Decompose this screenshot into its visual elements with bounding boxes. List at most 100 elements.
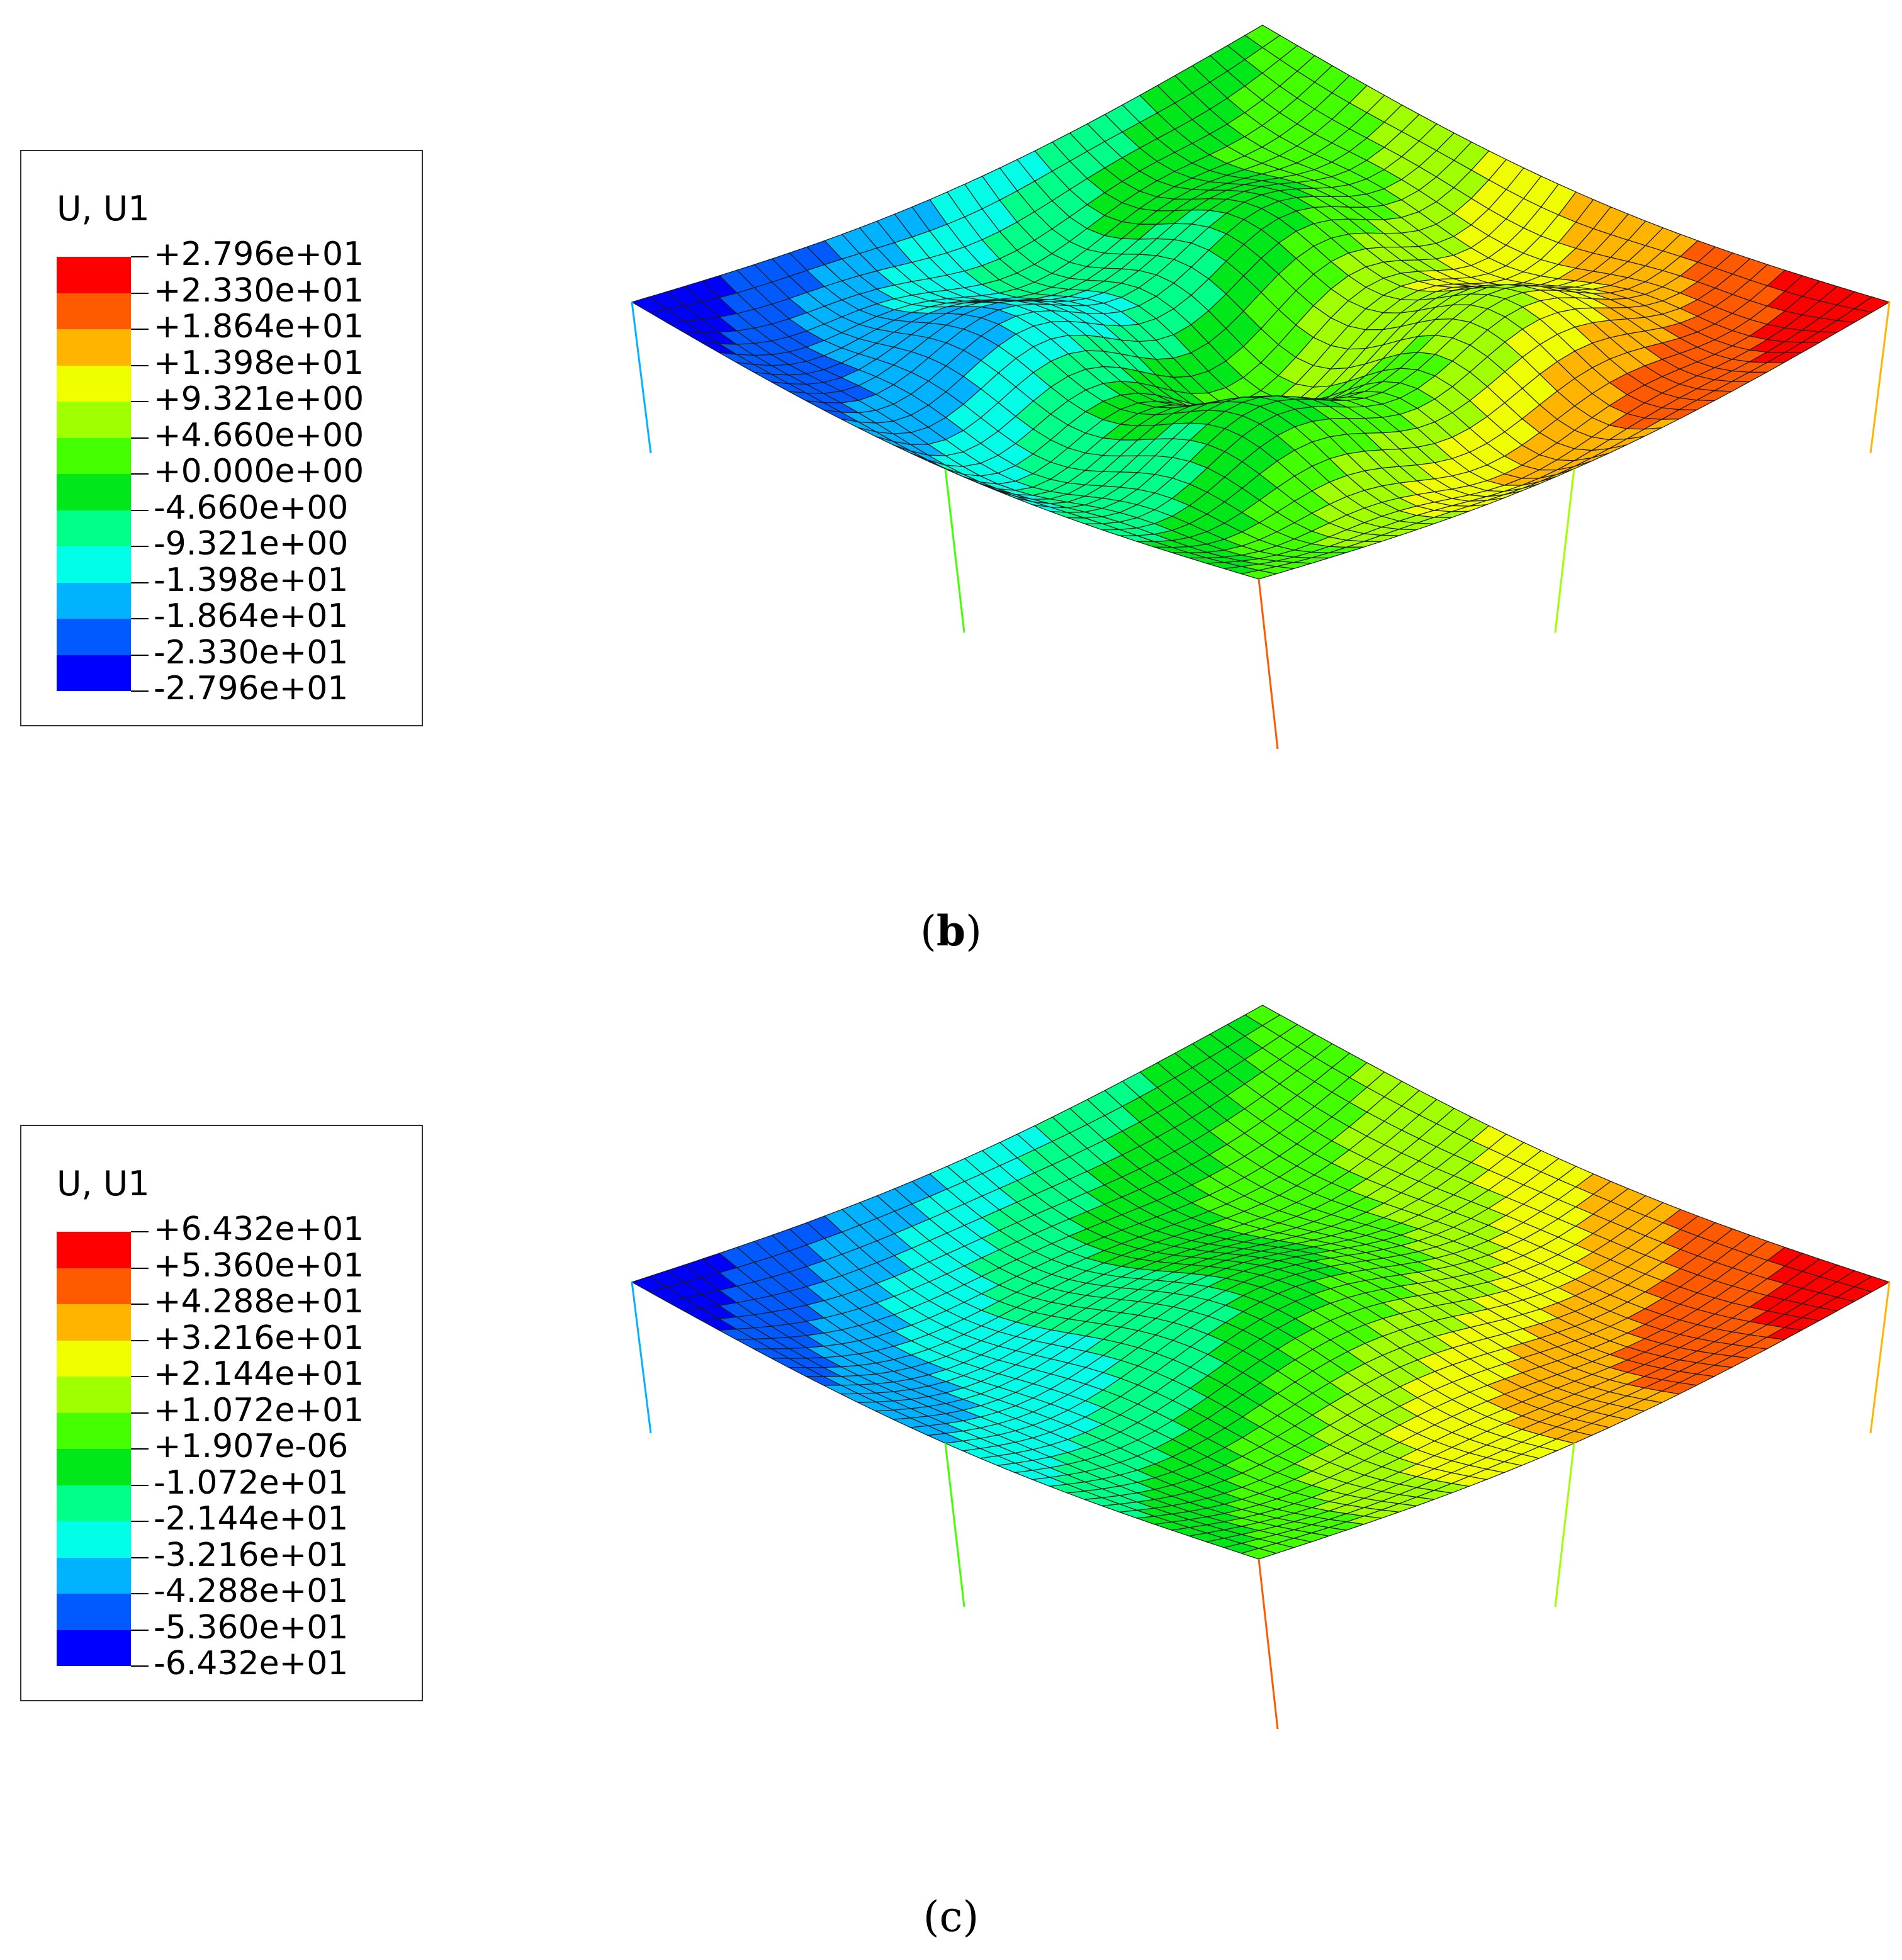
legend-tick: [131, 1665, 149, 1667]
legend-tick: [131, 256, 149, 257]
legend-value-label: +4.660e+00: [154, 416, 364, 454]
legend-swatch: [57, 1557, 131, 1594]
legend-value-label: -2.144e+01: [154, 1500, 349, 1538]
legend-tick: [131, 1629, 149, 1631]
legend-value-label: -4.288e+01: [154, 1572, 349, 1610]
legend-tick: [131, 1231, 149, 1232]
legend-value-label: -9.321e+00: [154, 525, 349, 563]
legend-swatch: [57, 1268, 131, 1304]
legend-title: U, U1: [57, 1164, 150, 1203]
column-support: [1554, 1443, 1575, 1608]
legend-swatch: [57, 293, 131, 329]
legend-tick: [131, 292, 149, 294]
caption-letter: b: [936, 906, 966, 955]
legend-swatch: [57, 474, 131, 510]
caption-close: ): [965, 907, 982, 955]
legend-tick: [131, 582, 149, 583]
legend-tick: [131, 1593, 149, 1594]
legend-swatch: [57, 1485, 131, 1521]
contour-legend: U, U1 +2.796e+01 +2.330e+01 +1.864e+01 +1.3…: [20, 150, 423, 726]
legend-value-label: -2.330e+01: [154, 633, 349, 672]
legend-tick: [131, 654, 149, 656]
legend-swatch: [57, 1232, 131, 1268]
legend-swatch: [57, 1340, 131, 1377]
legend-swatch: [57, 1521, 131, 1558]
legend-swatch: [57, 1304, 131, 1341]
legend-swatch: [57, 1377, 131, 1413]
legend-swatch: [57, 619, 131, 655]
column-support: [1869, 301, 1891, 454]
legend-tick: [131, 1412, 149, 1414]
caption-open: (: [923, 1893, 940, 1941]
legend-swatch: [57, 365, 131, 402]
legend-tick: [131, 690, 149, 692]
legend-value-label: +9.321e+00: [154, 380, 364, 418]
legend-tick: [131, 1339, 149, 1341]
legend-tick: [131, 1448, 149, 1450]
legend-value-label: +1.072e+01: [154, 1391, 364, 1429]
figure-panel-b: U, U1 +2.796e+01 +2.330e+01 +1.864e+01 +1.3…: [0, 25, 1902, 955]
legend-tick: [131, 1521, 149, 1522]
surface-mesh: [631, 25, 1891, 580]
figure-panel-c: U, U1 +6.432e+01 +5.360e+01 +4.288e+01 +3.2…: [0, 980, 1902, 1960]
legend-tick: [131, 618, 149, 619]
legend-value-label: -4.660e+00: [154, 488, 349, 527]
column-support: [1258, 578, 1279, 750]
legend-tick: [131, 329, 149, 330]
legend-value-label: +0.000e+00: [154, 453, 364, 490]
legend-value-label: -2.796e+01: [154, 670, 349, 707]
legend-swatch: [57, 582, 131, 619]
legend-value-label: -6.432e+01: [154, 1645, 349, 1682]
legend-value-label: -1.864e+01: [154, 597, 349, 635]
legend-swatch: [57, 329, 131, 366]
panel-caption: (c): [0, 1893, 1902, 1941]
column-support: [944, 1443, 965, 1608]
legend-value-label: +1.398e+01: [154, 344, 364, 382]
legend-swatch: [57, 1412, 131, 1449]
deformed-surface-plot: [631, 25, 1891, 750]
legend-swatch: [57, 1449, 131, 1485]
legend-value-label: -1.072e+01: [154, 1463, 349, 1502]
contour-legend: U, U1 +6.432e+01 +5.360e+01 +4.288e+01 +3.2…: [20, 1125, 423, 1701]
legend-color-bar: [57, 1232, 131, 1666]
legend-value-label: +1.864e+01: [154, 308, 364, 346]
legend-swatch: [57, 510, 131, 546]
legend-swatch: [57, 1594, 131, 1630]
deformed-surface-plot: [631, 1005, 1891, 1730]
legend-color-bar: [57, 257, 131, 691]
legend-value-label: +2.796e+01: [154, 235, 364, 273]
legend-tick: [131, 1484, 149, 1486]
legend-value-label: -1.398e+01: [154, 561, 349, 599]
column-support: [1554, 468, 1575, 633]
legend-value-label: +5.360e+01: [154, 1246, 364, 1285]
caption-close: ): [962, 1893, 979, 1941]
legend-tick: [131, 1376, 149, 1377]
caption-letter: c: [939, 1893, 963, 1941]
legend-swatch: [57, 546, 131, 583]
legend-value-label: +6.432e+01: [154, 1210, 364, 1248]
legend-tick: [131, 1557, 149, 1558]
legend-value-label: +1.907e-06: [154, 1428, 349, 1465]
legend-swatch: [57, 402, 131, 438]
legend-swatch: [57, 437, 131, 474]
legend-value-label: +4.288e+01: [154, 1283, 364, 1321]
legend-value-label: +3.216e+01: [154, 1319, 364, 1357]
legend-tick: [131, 546, 149, 547]
panel-caption: (b): [0, 906, 1902, 955]
legend-tick: [131, 1267, 149, 1269]
legend-tick: [131, 1304, 149, 1305]
column-support: [1258, 1558, 1279, 1730]
surface-mesh: [631, 1005, 1891, 1560]
legend-tick: [131, 473, 149, 475]
legend-value-label: +2.144e+01: [154, 1355, 364, 1393]
legend-tick: [131, 437, 149, 439]
legend-swatch: [57, 655, 131, 691]
caption-open: (: [920, 907, 937, 955]
legend-value-label: +2.330e+01: [154, 271, 364, 310]
legend-swatch: [57, 257, 131, 293]
column-support: [631, 1281, 652, 1434]
legend-value-label: -5.360e+01: [154, 1608, 349, 1647]
column-support: [631, 301, 652, 454]
column-support: [944, 468, 965, 633]
column-support: [1869, 1281, 1891, 1434]
